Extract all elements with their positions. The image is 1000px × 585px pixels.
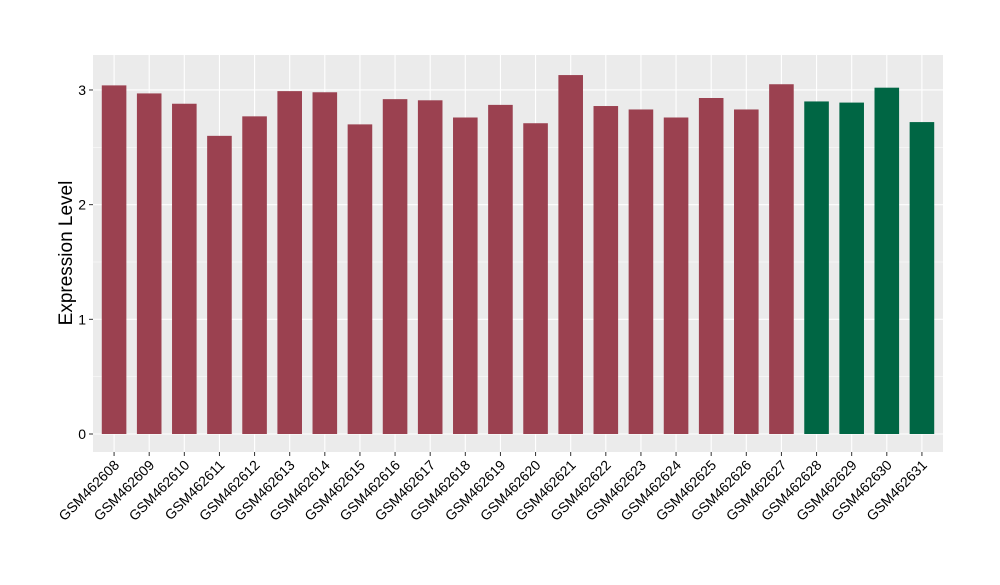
y-tick-label: 2 — [78, 197, 86, 213]
bar-GSM462630 — [874, 87, 900, 434]
bar-GSM462616 — [382, 99, 408, 434]
bar-GSM462617 — [417, 100, 443, 434]
bar-GSM462610 — [172, 103, 197, 434]
y-tick-label: 3 — [78, 82, 86, 98]
bar-GSM462609 — [136, 93, 162, 434]
plot-panel — [93, 55, 943, 452]
bar-GSM462615 — [347, 124, 373, 434]
bar-GSM462611 — [207, 135, 232, 434]
bar-GSM462625 — [698, 98, 724, 434]
bars — [101, 75, 935, 434]
bar-GSM462608 — [101, 85, 127, 434]
bar-GSM462622 — [593, 106, 619, 434]
bar-GSM462624 — [663, 117, 689, 434]
bar-GSM462627 — [769, 84, 794, 434]
bar-GSM462613 — [277, 91, 302, 434]
bar-GSM462618 — [453, 117, 478, 434]
x-axis: GSM462608GSM462609GSM462610GSM462611GSM4… — [55, 452, 930, 524]
bar-GSM462614 — [312, 92, 338, 434]
y-axis-label: Expression Level — [56, 181, 77, 326]
y-tick-label: 0 — [78, 426, 86, 442]
bar-GSM462626 — [734, 109, 759, 434]
bar-GSM462620 — [523, 123, 548, 434]
bar-GSM462612 — [242, 116, 267, 434]
bar-GSM462623 — [628, 109, 654, 434]
bar-GSM462629 — [839, 102, 864, 434]
bar-GSM462621 — [558, 75, 583, 434]
bar-GSM462619 — [488, 104, 513, 434]
bar-GSM462631 — [909, 122, 935, 434]
y-tick-label: 1 — [78, 311, 86, 327]
y-axis: 0 1 2 3 — [78, 82, 93, 442]
bar-GSM462628 — [804, 101, 829, 434]
